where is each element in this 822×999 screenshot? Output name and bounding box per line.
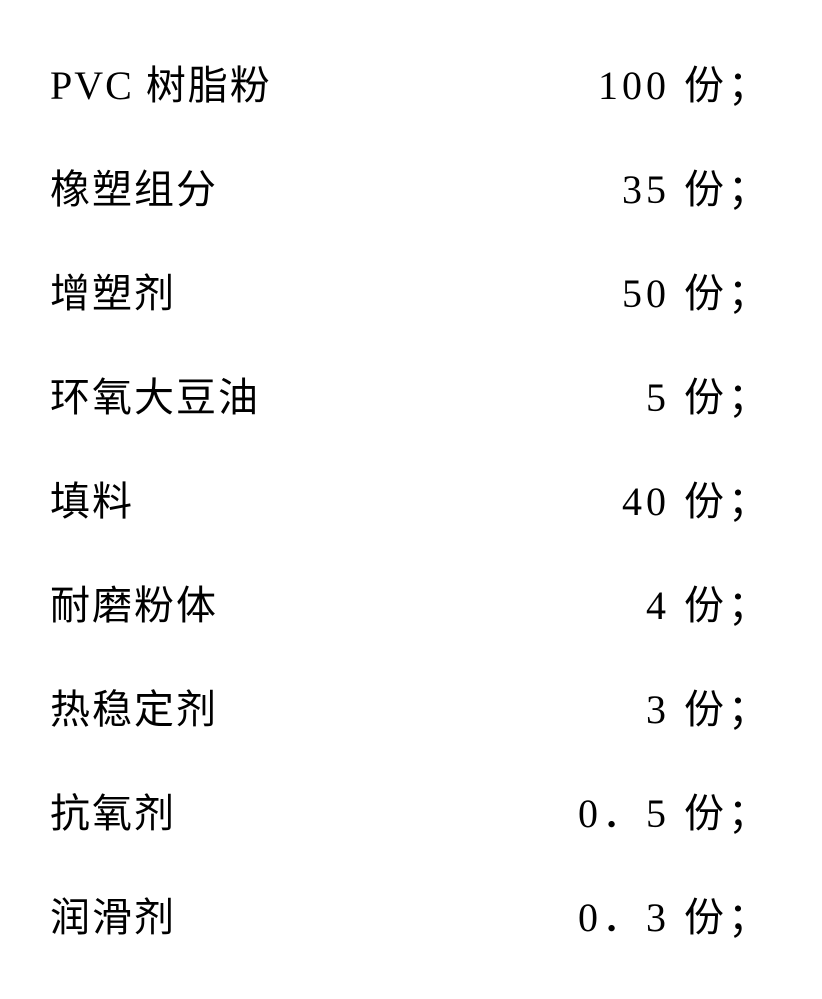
ingredient-value: 5 份； [646, 365, 772, 423]
ingredient-label: 环氧大豆油 [50, 365, 260, 423]
ingredient-label: 增塑剂 [50, 261, 176, 319]
ingredient-label: 热稳定剂 [50, 677, 218, 735]
table-row: 耐磨粉体 4 份； [50, 550, 772, 654]
ingredient-label: 抗氧剂 [50, 781, 176, 839]
ingredient-label: 耐磨粉体 [50, 573, 218, 631]
table-row: 橡塑组分 35 份； [50, 134, 772, 238]
ingredient-value: 100 份； [598, 53, 772, 111]
ingredient-value: 40 份； [622, 469, 772, 527]
ingredients-table: PVC 树脂粉 100 份； 橡塑组分 35 份； 增塑剂 50 份； 环氧大豆… [50, 30, 772, 966]
ingredient-value: 0．3 份； [578, 885, 772, 943]
table-row: 抗氧剂 0．5 份； [50, 758, 772, 862]
ingredient-value: 0．5 份； [578, 781, 772, 839]
ingredient-value: 35 份； [622, 157, 772, 215]
ingredient-value: 50 份； [622, 261, 772, 319]
ingredient-value: 4 份； [646, 573, 772, 631]
ingredient-label: PVC 树脂粉 [50, 53, 272, 111]
table-row: 润滑剂 0．3 份； [50, 862, 772, 966]
ingredient-label: 润滑剂 [50, 885, 176, 943]
table-row: 增塑剂 50 份； [50, 238, 772, 342]
table-row: 热稳定剂 3 份； [50, 654, 772, 758]
ingredient-label: 填料 [50, 469, 134, 527]
ingredient-label: 橡塑组分 [50, 157, 218, 215]
table-row: 环氧大豆油 5 份； [50, 342, 772, 446]
ingredient-value: 3 份； [646, 677, 772, 735]
table-row: 填料 40 份； [50, 446, 772, 550]
table-row: PVC 树脂粉 100 份； [50, 30, 772, 134]
